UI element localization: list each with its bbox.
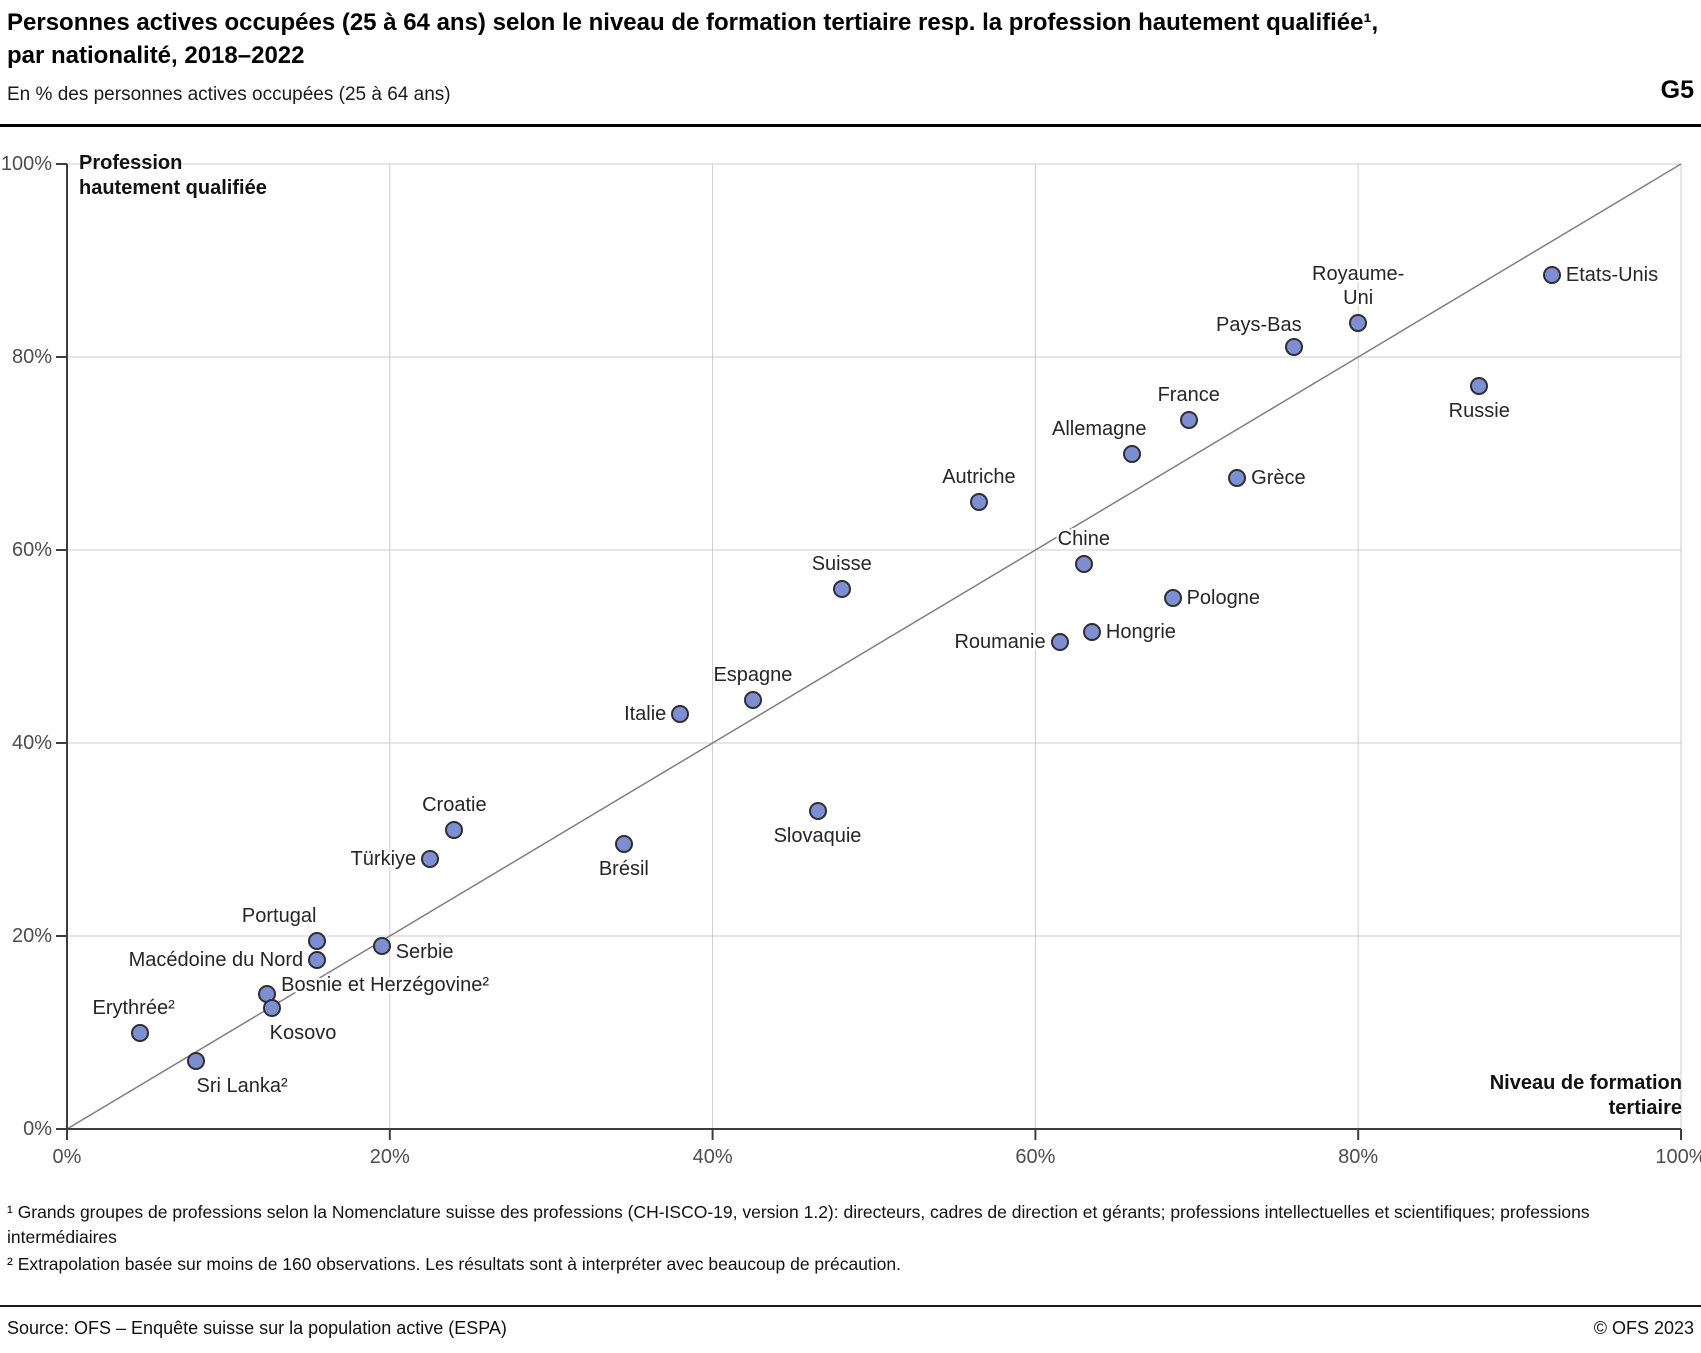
data-point-bresil — [614, 835, 633, 854]
point-label-italie: Italie — [624, 703, 667, 726]
point-label-pays-bas: Pays-Bas — [1216, 314, 1302, 337]
data-point-macedoine-du-nord — [308, 951, 327, 970]
y-tick-label: 60% — [11, 539, 52, 561]
point-label-autriche: Autriche — [942, 465, 1016, 488]
point-label-portugal: Portugal — [241, 904, 317, 927]
footnote-2: ² Extrapolation basée sur moins de 160 o… — [7, 1254, 902, 1274]
point-label-bosnie-et-herzegovine: Bosnie et Herzégovine² — [281, 973, 490, 996]
data-point-croatie — [445, 820, 464, 839]
source-text: Source: OFS – Enquête suisse sur la popu… — [7, 1318, 507, 1338]
data-point-chine — [1074, 555, 1093, 574]
point-label-royaume-uni: Royaume- Uni — [1312, 263, 1405, 310]
point-label-serbie: Serbie — [395, 940, 454, 963]
chart-subtitle: En % des personnes actives occupées (25 … — [7, 84, 451, 105]
data-point-suisse — [832, 579, 851, 598]
footnotes: ¹ Grands groupes de professions selon la… — [7, 1200, 1695, 1279]
data-point-espagne — [743, 690, 762, 709]
footer-divider — [0, 1305, 1701, 1307]
point-label-chine: Chine — [1057, 528, 1110, 551]
point-label-suisse: Suisse — [811, 552, 872, 575]
point-label-macedoine-du-nord: Macédoine du Nord — [128, 949, 304, 972]
graph-number: G5 — [1660, 76, 1694, 104]
y-tick-label: 100% — [0, 153, 52, 175]
y-tick-label: 20% — [11, 925, 52, 947]
data-point-autriche — [969, 492, 988, 511]
copyright-text: © OFS 2023 — [1593, 1318, 1694, 1338]
point-label-croatie: Croatie — [422, 793, 487, 816]
page-title: Personnes actives occupées (25 à 64 ans)… — [7, 6, 1694, 72]
data-point-kosovo — [262, 999, 281, 1018]
point-label-roumanie: Roumanie — [954, 630, 1046, 653]
point-label-allemagne: Allemagne — [1051, 417, 1147, 440]
data-point-slovaquie — [808, 801, 827, 820]
point-label-espagne: Espagne — [713, 663, 793, 686]
data-point-serbie — [372, 936, 391, 955]
data-point-pologne — [1163, 589, 1182, 608]
y-tick-label: 80% — [11, 346, 52, 368]
y-tick-label: 0% — [23, 1118, 52, 1140]
data-point-etats-unis — [1542, 265, 1561, 284]
data-point-russie — [1470, 376, 1489, 395]
data-point-royaume-uni — [1349, 314, 1368, 333]
data-point-portugal — [308, 931, 327, 950]
x-tick-label: 100% — [1655, 1146, 1701, 1168]
y-tick-label: 40% — [11, 732, 52, 754]
scatter-chart: Profession hautement qualifiée Niveau de… — [0, 152, 1701, 1168]
data-point-erythree — [130, 1023, 149, 1042]
data-point-grece — [1228, 468, 1247, 487]
x-tick-label: 20% — [369, 1146, 410, 1168]
data-point-pays-bas — [1284, 338, 1303, 357]
point-label-slovaquie: Slovaquie — [773, 824, 862, 847]
footnote-1: ¹ Grands groupes de professions selon la… — [7, 1202, 1590, 1247]
chart-grid — [56, 163, 1682, 1140]
x-axis-title: Niveau de formation tertiaire — [1489, 1072, 1682, 1119]
point-label-grece: Grèce — [1251, 466, 1306, 489]
data-point-hongrie — [1082, 623, 1101, 642]
x-tick-label: 80% — [1338, 1146, 1379, 1168]
y-axis-title: Profession hautement qualifiée — [79, 152, 267, 199]
identity-line — [66, 163, 1682, 1130]
point-label-turkiye: Türkiye — [350, 847, 417, 870]
point-label-pologne: Pologne — [1186, 587, 1260, 610]
point-label-erythree: Erythrée² — [92, 996, 175, 1019]
data-point-sri-lanka — [187, 1052, 206, 1071]
header-divider — [0, 124, 1701, 127]
data-point-allemagne — [1123, 444, 1142, 463]
data-point-roumanie — [1050, 632, 1069, 651]
point-label-sri-lanka: Sri Lanka² — [196, 1075, 288, 1098]
title-line-2: par nationalité, 2018–2022 — [7, 42, 305, 69]
data-point-italie — [671, 705, 690, 724]
x-tick-label: 40% — [692, 1146, 733, 1168]
x-tick-label: 60% — [1015, 1146, 1056, 1168]
title-line-1: Personnes actives occupées (25 à 64 ans)… — [7, 9, 1379, 36]
point-label-russie: Russie — [1448, 399, 1510, 422]
data-point-turkiye — [421, 849, 440, 868]
point-label-france: France — [1157, 383, 1220, 406]
point-label-bresil: Brésil — [598, 858, 649, 881]
point-label-etats-unis: Etats-Unis — [1565, 263, 1659, 286]
point-label-hongrie: Hongrie — [1105, 621, 1176, 644]
data-point-france — [1179, 410, 1198, 429]
point-label-kosovo: Kosovo — [269, 1022, 337, 1045]
x-tick-label: 0% — [52, 1146, 82, 1168]
